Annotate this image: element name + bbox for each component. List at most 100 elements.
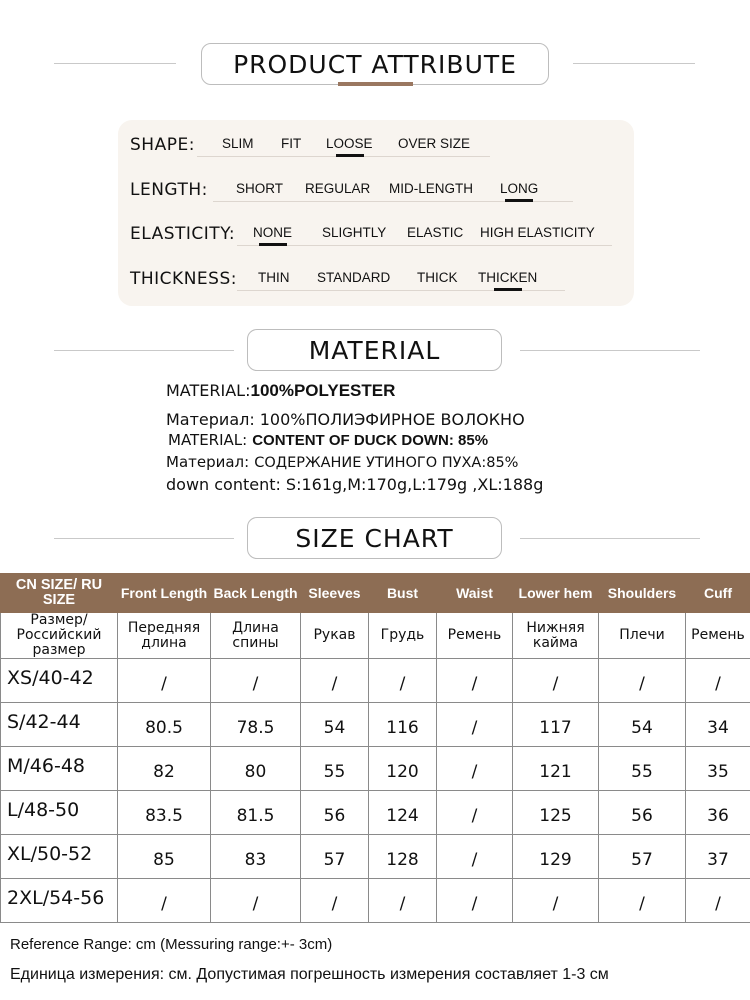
measurement-cell: / [300, 658, 369, 703]
measurement-cell: 120 [368, 746, 437, 791]
attribute-option: OVER SIZE [398, 136, 471, 151]
column-header-ru: Плечи [598, 612, 686, 659]
attribute-panel: SHAPE: SLIM FIT LOOSE OVER SIZE LENGTH: SHORT R… [118, 120, 634, 306]
attribute-option: NONE [253, 225, 293, 240]
column-header-ru: Грудь [368, 612, 437, 659]
measurement-cell: / [512, 878, 599, 923]
column-header-ru: Размер/ Российский размер [0, 612, 118, 659]
column-header: Bust [368, 573, 437, 613]
measurement-cell: / [436, 702, 513, 747]
selected-marker [493, 288, 522, 291]
measurement-cell: / [685, 878, 750, 923]
measurement-cell: 83.5 [117, 790, 211, 835]
material-line: Материал: 100%ПОЛИЭФИРНОЕ ВОЛОКНО [166, 410, 525, 429]
material-value: 100%ПОЛИЭФИРНОЕ ВОЛОКНО [259, 410, 525, 429]
column-header-ru: Ремень [685, 612, 750, 659]
measurement-cell: 37 [685, 834, 750, 879]
material-line: Материал: СОДЕРЖАНИЕ УТИНОГО ПУХА:85% [166, 452, 518, 471]
attribute-option: MID-LENGTH [389, 181, 473, 196]
measurement-cell: / [598, 878, 686, 923]
section-title-text: PRODUCT ATTRIBUTE [233, 49, 517, 79]
attribute-option: LOOSE [326, 136, 373, 151]
attribute-option: REGULAR [305, 181, 371, 196]
selected-marker [505, 199, 533, 202]
measurement-cell: / [368, 658, 437, 703]
measurement-cell: / [300, 878, 369, 923]
attribute-option: FIT [281, 136, 302, 151]
divider-right [520, 350, 700, 351]
measurement-cell: / [436, 790, 513, 835]
measurement-cell: 55 [598, 746, 686, 791]
measurement-cell: 56 [300, 790, 369, 835]
measurement-cell: / [436, 878, 513, 923]
measurement-cell: / [117, 658, 211, 703]
attribute-divider [237, 290, 565, 291]
measurement-cell: / [210, 658, 301, 703]
measurement-cell: 128 [368, 834, 437, 879]
selected-marker [335, 154, 364, 157]
section-title-product-attribute: PRODUCT ATTRIBUTE [201, 43, 549, 85]
size-label: XL/50-52 [0, 834, 118, 879]
material-label: Материал: [166, 453, 250, 471]
attribute-option: SHORT [236, 181, 284, 196]
measurement-cell: 116 [368, 702, 437, 747]
measurement-cell: / [210, 878, 301, 923]
column-header: Shoulders [598, 573, 686, 613]
divider-left [54, 350, 234, 351]
measurement-cell: 129 [512, 834, 599, 879]
measurement-cell: 125 [512, 790, 599, 835]
measurement-cell: 57 [300, 834, 369, 879]
size-chart-table: CN SIZE/ RU SIZE Front Length Back Length S… [0, 573, 750, 923]
column-header-ru: Рукав [300, 612, 369, 659]
attribute-option: THIN [258, 270, 290, 285]
measurement-cell: 54 [300, 702, 369, 747]
column-header-ru: Длина спины [210, 612, 301, 659]
measurement-cell: / [436, 658, 513, 703]
measurement-cell: 83 [210, 834, 301, 879]
measurement-cell: 36 [685, 790, 750, 835]
measurement-cell: / [117, 878, 211, 923]
measurement-cell: 121 [512, 746, 599, 791]
section-title-text: MATERIAL [308, 335, 441, 365]
measurement-cell: / [436, 834, 513, 879]
measurement-cell: 57 [598, 834, 686, 879]
divider-right [520, 538, 700, 539]
measurement-cell: / [436, 746, 513, 791]
attribute-label: ELASTICITY: [130, 224, 236, 244]
column-header: Back Length [210, 573, 301, 613]
measurement-cell: / [512, 658, 599, 703]
measurement-cell: 82 [117, 746, 211, 791]
divider-right [573, 63, 695, 64]
attribute-option: STANDARD [317, 270, 391, 285]
attribute-label: LENGTH: [130, 180, 208, 200]
column-header-ru: Нижняя кайма [512, 612, 599, 659]
column-header: Waist [436, 573, 513, 613]
table-row: M/46-48 82 80 55 120/121 55 35 [0, 746, 750, 791]
divider-left [54, 538, 234, 539]
accent-bar [338, 82, 413, 86]
material-value: 100%POLYESTER [250, 381, 396, 400]
column-header-ru: Ремень [436, 612, 513, 659]
attribute-option: THICK [417, 270, 458, 285]
reference-note: Reference Range: cm (Messuring range:+- … [10, 936, 333, 953]
material-line: MATERIAL:100%POLYESTER [166, 381, 395, 401]
reference-note-ru: Единица измерения: см. Допустимая погреш… [10, 966, 609, 983]
material-label: MATERIAL: [168, 431, 248, 449]
measurement-cell: 78.5 [210, 702, 301, 747]
attribute-option: ELASTIC [407, 225, 464, 240]
selected-marker [258, 243, 287, 246]
material-value: СОДЕРЖАНИЕ УТИНОГО ПУХА:85% [254, 455, 519, 471]
measurement-cell: 85 [117, 834, 211, 879]
attribute-label: SHAPE: [130, 135, 195, 155]
table-row: XL/50-52 85 83 57 128/129 57 37 [0, 834, 750, 879]
measurement-cell: 80 [210, 746, 301, 791]
measurement-cell: 55 [300, 746, 369, 791]
attribute-divider [213, 201, 573, 202]
column-header: Cuff [685, 573, 750, 613]
table-row: XS/40-42// / / / / / / [0, 658, 750, 703]
section-title-text: SIZE CHART [295, 523, 454, 553]
material-line: MATERIAL: CONTENT OF DUCK DOWN: 85% [168, 430, 488, 449]
column-header: Front Length [117, 573, 211, 613]
measurement-cell: 56 [598, 790, 686, 835]
measurement-cell: 80.5 [117, 702, 211, 747]
